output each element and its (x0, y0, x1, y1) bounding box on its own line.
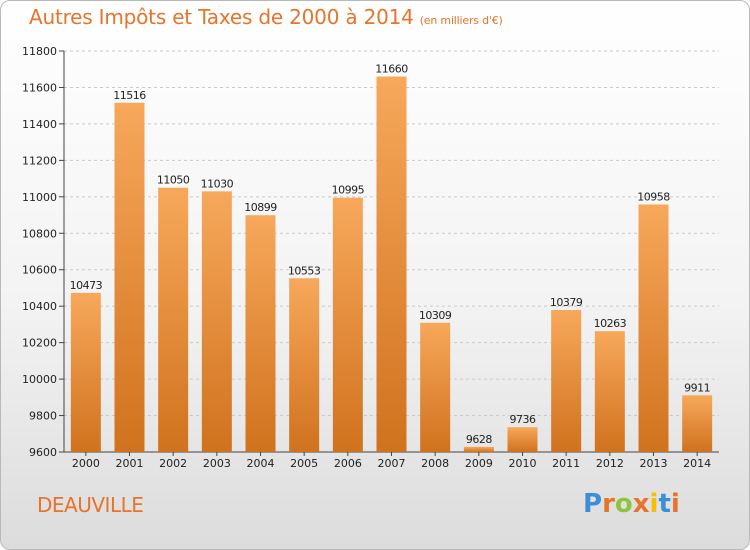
x-tick-label: 2005 (290, 457, 318, 470)
x-tick-label: 2007 (378, 457, 406, 470)
bar-2004 (245, 215, 276, 452)
logo-letter: x (632, 489, 650, 519)
x-tick-label: 2011 (552, 457, 580, 470)
bar-2010 (507, 427, 538, 452)
y-tick-label: 10400 (22, 300, 57, 313)
data-label: 10899 (244, 201, 277, 214)
data-label: 10379 (550, 296, 583, 309)
chart-subtitle: (en milliers d'€) (419, 14, 503, 27)
bar-2011 (551, 310, 582, 452)
x-tick-label: 2002 (159, 457, 187, 470)
x-tick-label: 2006 (334, 457, 362, 470)
x-tick-label: 2009 (465, 457, 493, 470)
y-tick-label: 11600 (22, 81, 57, 94)
data-label: 11030 (201, 177, 234, 190)
chart-title-block: Autres Impôts et Taxes de 2000 à 2014 (en… (29, 5, 503, 29)
bar-2008 (420, 322, 451, 452)
logo-letter: o (614, 489, 633, 519)
labels: 9600 9800 10000 10200 10400 10600 10800 11000 11… (22, 45, 711, 470)
y-tick-label: 11000 (22, 191, 57, 204)
y-tick-label: 11400 (22, 118, 57, 131)
y-tick-label: 11200 (22, 154, 57, 167)
bars (70, 76, 713, 453)
bar-2009 (463, 446, 494, 452)
logo-letter: r (602, 489, 615, 519)
bar-2013 (638, 204, 669, 452)
data-label: 11660 (375, 63, 408, 76)
x-tick-label: 2004 (247, 457, 275, 470)
bar-2002 (158, 187, 189, 453)
chart-title: Autres Impôts et Taxes de 2000 à 2014 (29, 5, 414, 29)
data-label: 11050 (157, 174, 190, 187)
y-tick-label: 10600 (22, 264, 57, 277)
y-tick-label: 11800 (22, 45, 57, 58)
data-label: 9736 (510, 413, 536, 426)
x-tick-label: 2014 (683, 457, 711, 470)
data-label: 11516 (113, 89, 146, 102)
bar-2014 (682, 395, 713, 452)
data-label: 9628 (466, 433, 492, 446)
x-tick-label: 2003 (203, 457, 231, 470)
y-tick-label: 10800 (22, 227, 57, 240)
data-label: 10958 (637, 190, 670, 203)
x-tick-label: 2008 (421, 457, 449, 470)
logo-letter: i (649, 489, 659, 519)
data-label: 10309 (419, 309, 452, 322)
bar-2000 (70, 292, 101, 452)
y-tick-label: 10000 (22, 373, 57, 386)
bar-2001 (114, 102, 145, 453)
data-label: 10473 (70, 279, 103, 292)
bar-2007 (376, 76, 407, 452)
data-label: 10553 (288, 264, 321, 277)
x-tick-label: 2001 (116, 457, 144, 470)
y-tick-label: 9600 (29, 446, 57, 459)
proxiti-logo[interactable]: Proxiti (583, 489, 680, 519)
bar-2003 (201, 191, 232, 452)
data-label: 10995 (332, 184, 365, 197)
bar-2005 (289, 278, 320, 452)
x-tick-label: 2010 (509, 457, 537, 470)
y-tick-label: 9800 (29, 410, 57, 423)
x-tick-label: 2012 (596, 457, 624, 470)
y-tick-label: 10200 (22, 337, 57, 350)
x-tick-label: 2000 (72, 457, 100, 470)
x-tick-label: 2013 (640, 457, 668, 470)
logo-letter: P (583, 489, 603, 519)
bar-2012 (594, 331, 625, 452)
city-name: DEAUVILLE (37, 493, 144, 517)
bar-2006 (332, 197, 363, 452)
data-label: 9911 (684, 381, 710, 394)
logo-letter: i (670, 489, 680, 519)
data-label: 10263 (594, 317, 627, 330)
logo-letter: t (658, 489, 671, 519)
